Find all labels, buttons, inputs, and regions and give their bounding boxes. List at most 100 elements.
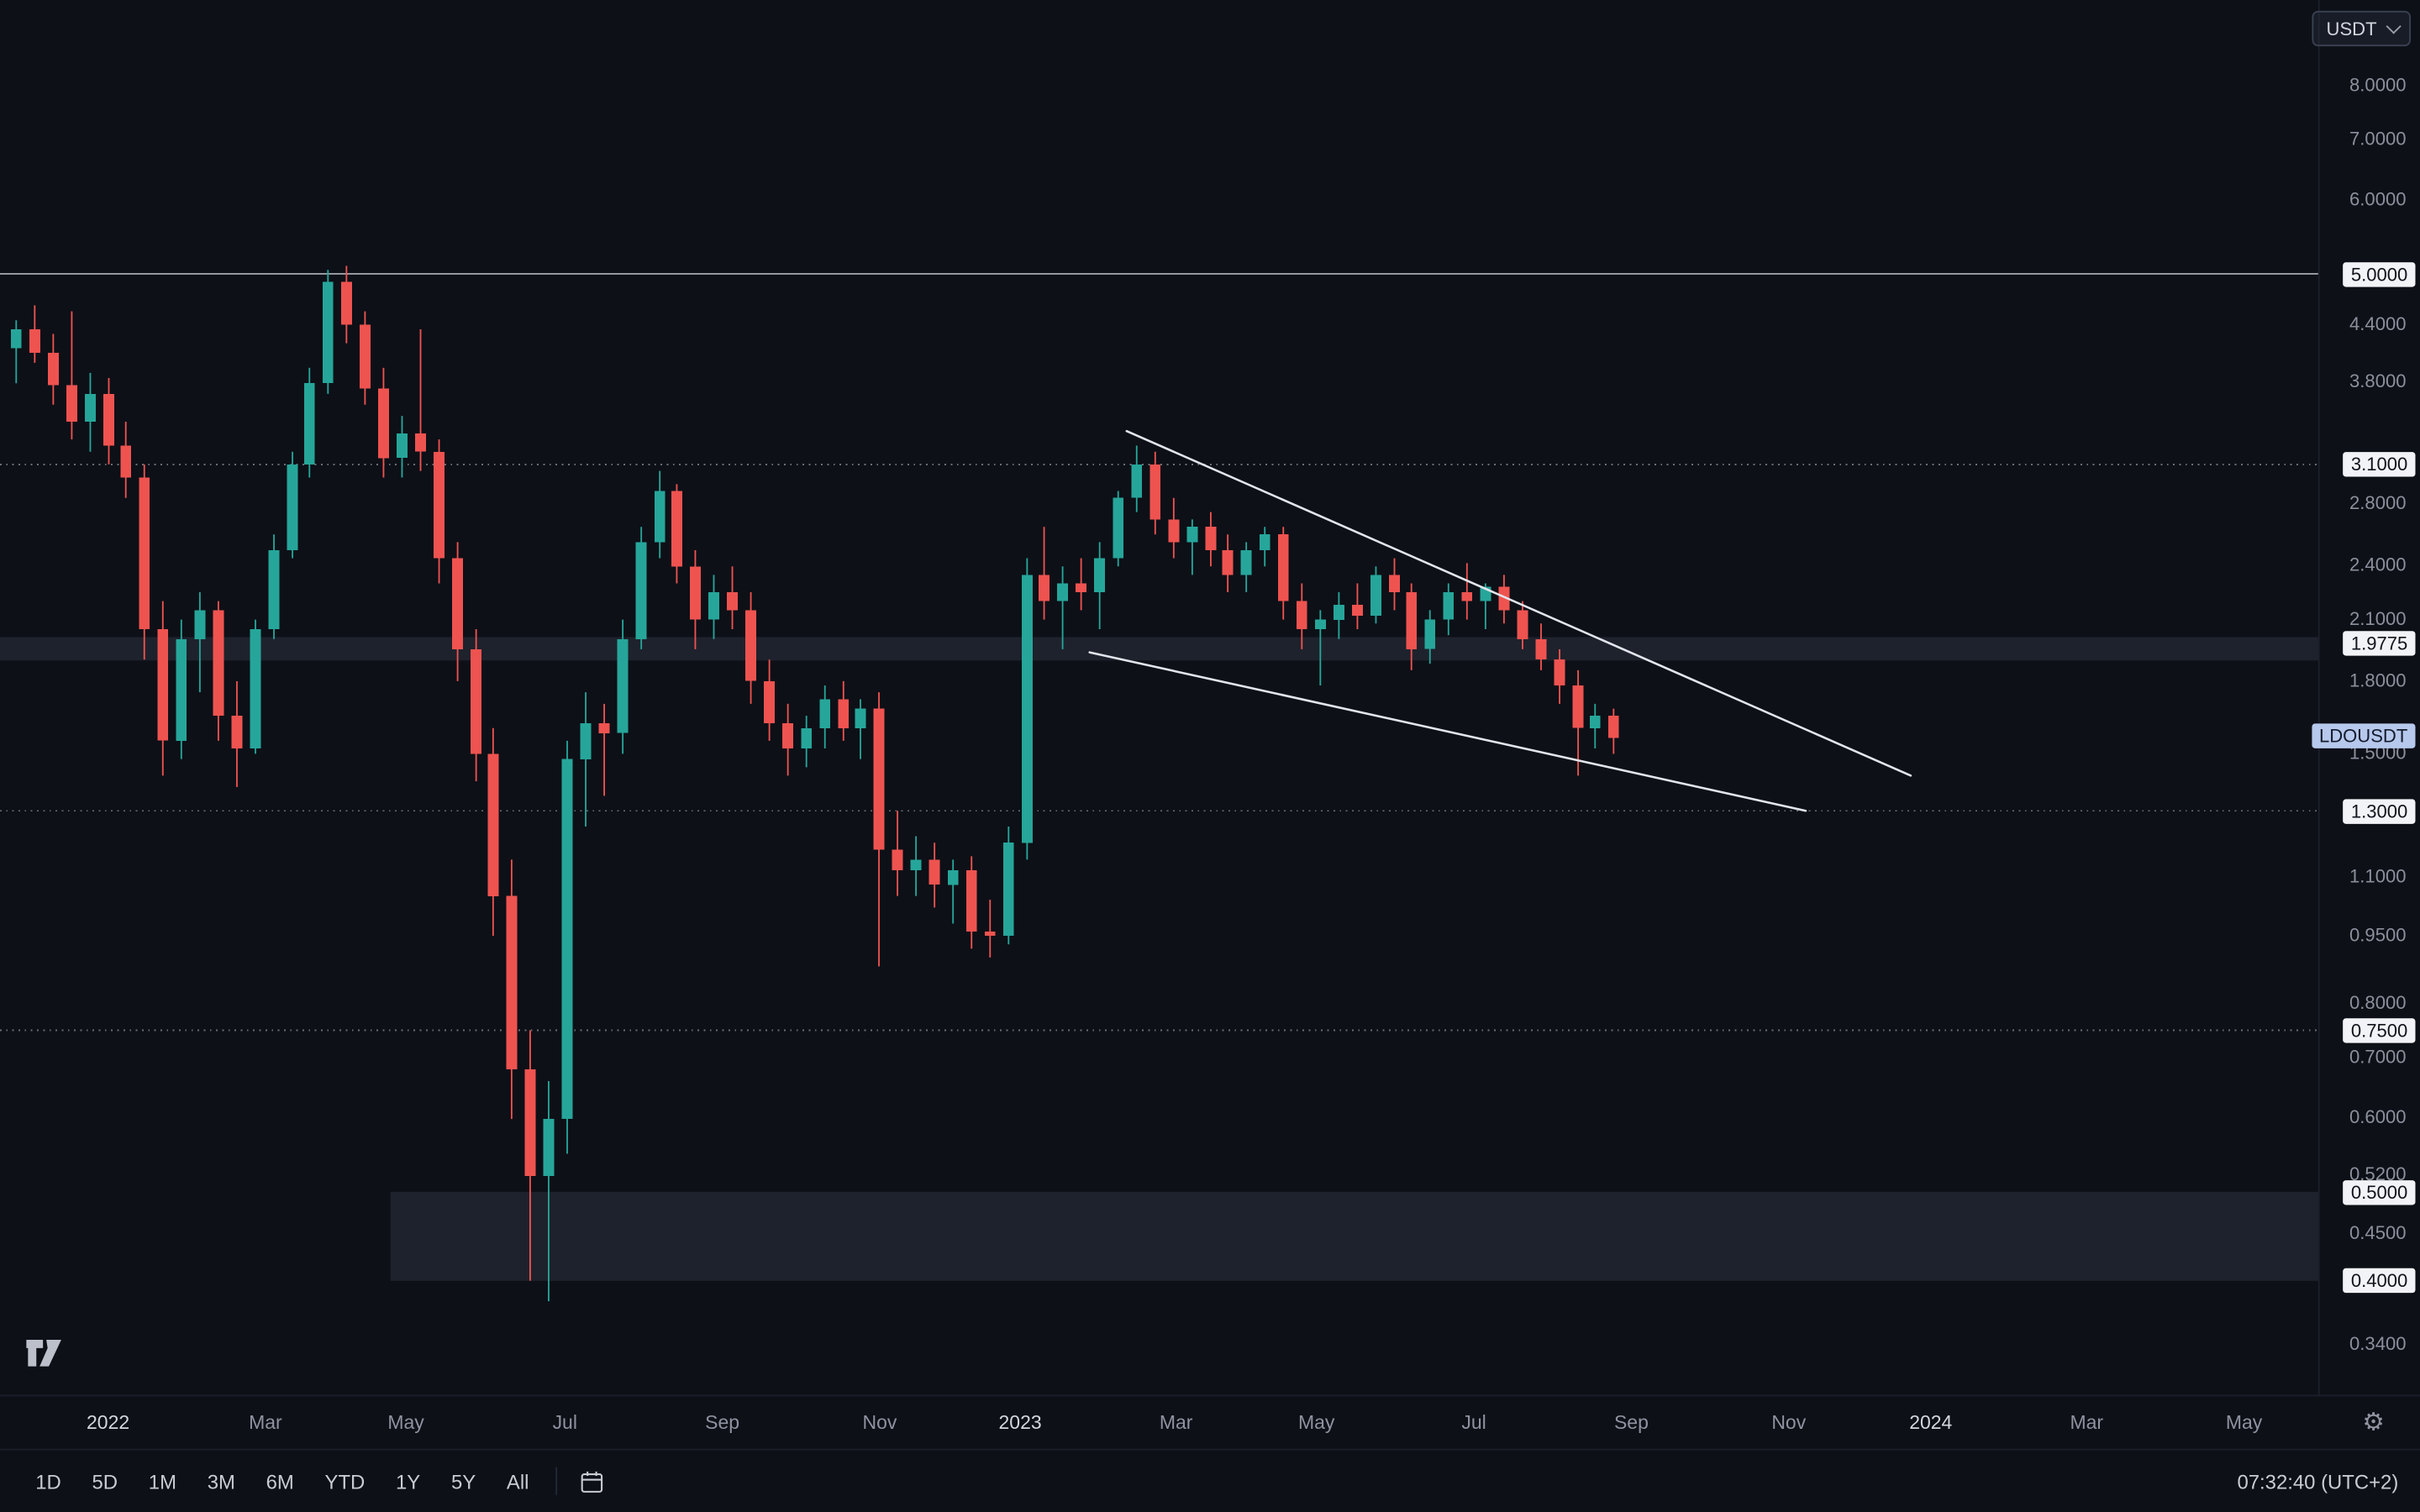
price-tick: 4.4000 xyxy=(2349,312,2407,334)
candle-body xyxy=(708,591,719,620)
candle-body xyxy=(580,722,592,759)
range-button-1m[interactable]: 1M xyxy=(134,1462,190,1500)
candle-body xyxy=(782,722,794,749)
candle-body xyxy=(506,895,518,1069)
candle-body xyxy=(1443,591,1455,620)
candle-body xyxy=(250,629,261,748)
candle-body xyxy=(1021,575,1033,843)
range-button-1y[interactable]: 1Y xyxy=(381,1462,434,1500)
price-tick-highlight: 0.4000 xyxy=(2343,1268,2416,1294)
candle-body xyxy=(194,610,206,639)
price-tick: 1.1000 xyxy=(2349,864,2407,887)
candle-body xyxy=(471,648,482,754)
candle-body xyxy=(340,281,352,325)
price-tick-highlight: 0.5000 xyxy=(2343,1179,2416,1205)
chart-pane[interactable] xyxy=(0,0,2320,1396)
candle-body xyxy=(1333,604,1344,620)
candle-body xyxy=(434,451,445,559)
price-tick: 0.6000 xyxy=(2349,1106,2407,1129)
trendline[interactable] xyxy=(1125,429,1912,777)
candle-body xyxy=(303,383,315,465)
trendline[interactable] xyxy=(1088,651,1807,812)
candle-body xyxy=(745,610,756,681)
range-button-5y[interactable]: 5Y xyxy=(437,1462,489,1500)
candle-body xyxy=(873,708,885,850)
time-tick-month: May xyxy=(2225,1411,2263,1434)
candle-body xyxy=(1131,464,1143,498)
time-tick-month: Jul xyxy=(552,1411,577,1434)
candle-body xyxy=(415,433,426,452)
range-button-ytd[interactable]: YTD xyxy=(311,1462,379,1500)
currency-unit-button[interactable]: USDT xyxy=(2312,10,2411,47)
candle-body xyxy=(947,870,959,885)
candle-body xyxy=(727,591,738,611)
candle-body xyxy=(1424,619,1436,649)
price-tick: 0.9500 xyxy=(2349,923,2407,946)
candle-body xyxy=(524,1068,536,1177)
candle-body xyxy=(1389,575,1400,592)
candle-body xyxy=(617,638,629,733)
candle-body xyxy=(1150,464,1161,520)
candle-body xyxy=(1517,610,1528,639)
range-button-3m[interactable]: 3M xyxy=(193,1462,249,1500)
candle-body xyxy=(377,388,389,459)
candle-body xyxy=(1314,619,1326,630)
price-tick: 8.0000 xyxy=(2349,74,2407,96)
candle-body xyxy=(671,491,682,567)
clock-utc-label[interactable]: 07:32:40 (UTC+2) xyxy=(2237,1469,2399,1494)
candle-body xyxy=(1370,575,1381,617)
candle-body xyxy=(213,610,224,717)
price-tick-highlight: 1.3000 xyxy=(2343,798,2416,823)
candle-body xyxy=(397,433,408,459)
support-resistance-zone xyxy=(390,1191,2320,1281)
candle-body xyxy=(1461,591,1473,601)
price-tick: 0.3400 xyxy=(2349,1333,2407,1355)
candle-body xyxy=(120,445,132,478)
price-tick: 7.0000 xyxy=(2349,127,2407,150)
candle-body xyxy=(801,727,813,749)
candle-body xyxy=(10,328,22,349)
price-axis[interactable]: 8.0000 7.0000 6.0000 4.4000 3.8000 2.8000 2.40… xyxy=(2311,0,2420,1397)
price-tick-highlight: 0.7500 xyxy=(2343,1017,2416,1043)
candlestick-chart[interactable] xyxy=(0,0,2320,1396)
candle-body xyxy=(1277,534,1289,601)
tradingview-logo-icon[interactable] xyxy=(24,1336,67,1370)
candle-body xyxy=(231,716,243,748)
candle-body xyxy=(1076,583,1087,592)
time-tick-year: 2022 xyxy=(87,1411,130,1434)
candle-body xyxy=(452,558,464,649)
range-button-5d[interactable]: 5D xyxy=(78,1462,132,1500)
price-tick: 0.8000 xyxy=(2349,992,2407,1014)
range-button-all[interactable]: All xyxy=(492,1462,543,1500)
price-tick: 2.8000 xyxy=(2349,492,2407,515)
candle-body xyxy=(287,464,298,550)
candle-body xyxy=(543,1119,555,1177)
candle-body xyxy=(1094,558,1106,592)
candle-body xyxy=(1205,527,1217,550)
candle-body xyxy=(1589,716,1601,728)
candle-body xyxy=(1296,601,1307,630)
candle-body xyxy=(157,629,169,741)
chevron-down-icon xyxy=(2386,18,2402,34)
time-tick-month: Mar xyxy=(2070,1411,2104,1434)
time-tick-year: 2023 xyxy=(998,1411,1042,1434)
range-button-1d[interactable]: 1D xyxy=(22,1462,76,1500)
time-tick-month: Sep xyxy=(1613,1411,1649,1434)
time-axis[interactable]: ⚙ 2022 Mar May Jul Sep Nov 2023 Mar May Jul Sep Nov… xyxy=(0,1394,2420,1450)
candle-body xyxy=(359,324,371,389)
price-tick: 3.8000 xyxy=(2349,370,2407,393)
candle-body xyxy=(1554,659,1565,686)
candle-body xyxy=(892,849,903,871)
candle-body xyxy=(29,328,40,354)
support-resistance-zone xyxy=(0,637,2320,661)
candle-body xyxy=(1259,534,1270,550)
go-to-date-button[interactable] xyxy=(569,1462,613,1500)
candle-body xyxy=(855,708,866,728)
time-tick-year: 2024 xyxy=(1909,1411,1953,1434)
candle-body xyxy=(1406,591,1418,649)
settings-gear-icon[interactable]: ⚙ xyxy=(2362,1410,2385,1436)
range-button-6m[interactable]: 6M xyxy=(252,1462,308,1500)
candle-body xyxy=(268,549,280,630)
candle-body xyxy=(1498,586,1510,611)
